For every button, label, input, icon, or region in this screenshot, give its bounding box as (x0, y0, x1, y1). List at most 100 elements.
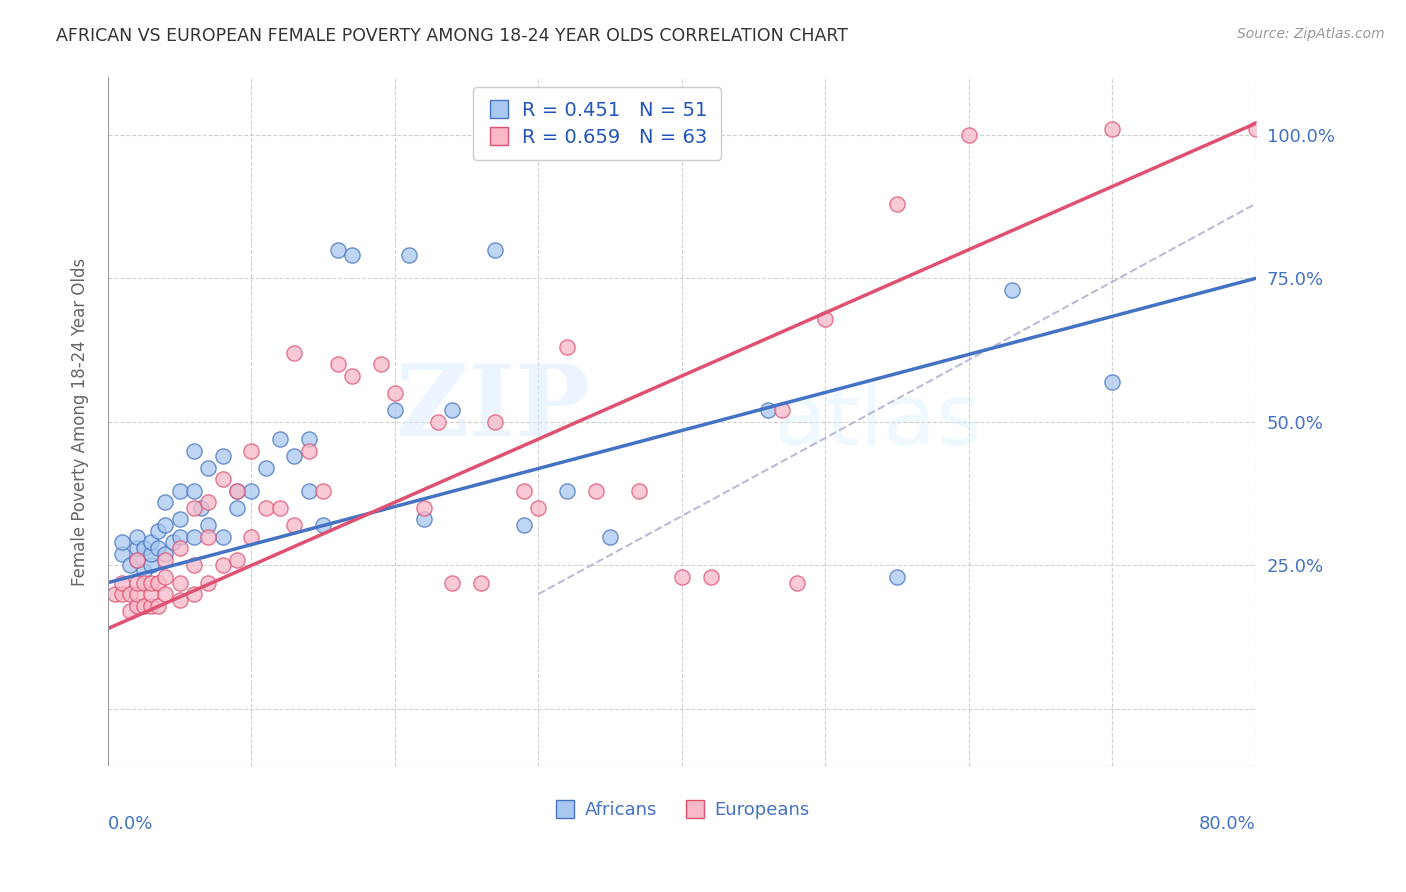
Point (484, 243, 506, 257)
Point (111, 547, 134, 561)
Point (125, 587, 148, 601)
Point (254, 500, 277, 515)
Point (283, 346, 305, 360)
Point (148, 541, 170, 556)
Point (340, 368, 363, 383)
Point (527, 500, 550, 515)
Point (254, 460, 277, 475)
Point (183, 443, 205, 458)
Point (169, 541, 191, 556)
Point (148, 599, 170, 613)
Point (211, 450, 233, 464)
Point (197, 460, 219, 475)
Point (513, 518, 536, 533)
Point (886, 196, 908, 211)
Point (169, 530, 191, 544)
Point (412, 512, 434, 526)
Point (125, 530, 148, 544)
Point (132, 575, 155, 590)
Point (169, 575, 191, 590)
Point (298, 483, 321, 498)
Point (671, 570, 693, 584)
Point (1101, 375, 1123, 389)
Point (283, 450, 305, 464)
Point (398, 248, 420, 262)
Point (132, 599, 155, 613)
Point (484, 415, 506, 429)
Point (326, 358, 349, 372)
Point (183, 500, 205, 515)
Point (1101, 122, 1123, 136)
Point (183, 483, 205, 498)
Point (886, 570, 908, 584)
Text: ZIP: ZIP (395, 359, 591, 457)
Point (412, 500, 434, 515)
Point (197, 530, 219, 544)
Point (441, 575, 464, 590)
Point (269, 432, 291, 446)
Point (111, 535, 134, 549)
Point (555, 483, 578, 498)
Point (139, 558, 162, 573)
Point (1244, 122, 1267, 136)
Point (111, 587, 134, 601)
Text: atlas: atlas (773, 380, 981, 463)
Point (118, 587, 141, 601)
Point (226, 500, 249, 515)
Point (384, 386, 406, 401)
Point (183, 558, 205, 573)
Point (770, 403, 793, 417)
Point (139, 599, 162, 613)
Point (226, 483, 249, 498)
Point (139, 547, 162, 561)
Point (183, 530, 205, 544)
Point (155, 547, 177, 561)
Point (148, 524, 170, 538)
Point (118, 558, 141, 573)
Point (139, 587, 162, 601)
Point (441, 403, 464, 417)
Point (585, 483, 607, 498)
Point (555, 340, 578, 354)
Point (155, 570, 177, 584)
Point (513, 483, 536, 498)
Point (111, 575, 134, 590)
Point (155, 587, 177, 601)
Point (340, 248, 363, 262)
Point (169, 592, 191, 607)
Point (312, 483, 335, 498)
Point (104, 587, 127, 601)
Point (148, 575, 170, 590)
Point (162, 535, 184, 549)
Point (384, 403, 406, 417)
Point (470, 575, 492, 590)
Point (312, 518, 335, 533)
Point (125, 541, 148, 556)
Point (139, 575, 162, 590)
Point (169, 512, 191, 526)
Point (599, 530, 621, 544)
Point (155, 495, 177, 509)
Point (627, 483, 650, 498)
Point (197, 518, 219, 533)
Text: AFRICAN VS EUROPEAN FEMALE POVERTY AMONG 18-24 YEAR OLDS CORRELATION CHART: AFRICAN VS EUROPEAN FEMALE POVERTY AMONG… (56, 27, 848, 45)
Point (1001, 283, 1024, 297)
Point (197, 575, 219, 590)
Point (211, 472, 233, 486)
Point (169, 483, 191, 498)
Point (211, 530, 233, 544)
Point (269, 500, 291, 515)
Point (118, 604, 141, 618)
Point (132, 564, 155, 578)
Text: 80.0%: 80.0% (1199, 814, 1256, 832)
Text: Source: ZipAtlas.com: Source: ZipAtlas.com (1237, 27, 1385, 41)
Point (283, 518, 305, 533)
Text: 0.0%: 0.0% (108, 814, 153, 832)
Point (957, 128, 980, 142)
Point (125, 552, 148, 566)
Point (240, 530, 263, 544)
Point (183, 587, 205, 601)
Point (226, 483, 249, 498)
Point (298, 443, 321, 458)
Point (155, 552, 177, 566)
